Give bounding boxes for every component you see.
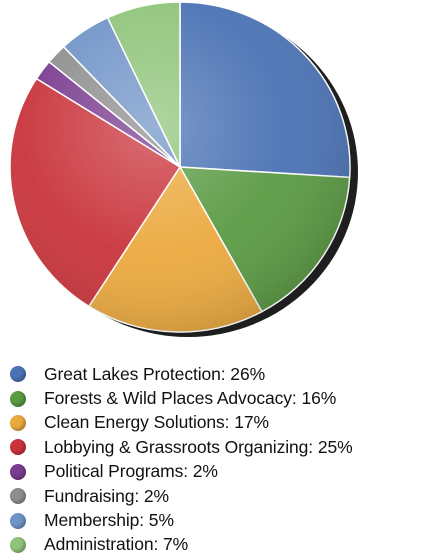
legend-item: Lobbying & Grassroots Organizing: 25% [10, 435, 435, 459]
legend-swatch [10, 366, 26, 383]
legend-swatch [10, 536, 26, 553]
legend: Great Lakes Protection: 26% Forests & Wil… [10, 362, 435, 557]
legend-item: Forests & Wild Places Advocacy: 16% [10, 386, 435, 410]
pie-shine [10, 2, 350, 332]
legend-swatch [10, 512, 26, 529]
legend-item: Fundraising: 2% [10, 484, 435, 508]
legend-item: Administration: 7% [10, 533, 435, 557]
legend-swatch [10, 414, 26, 431]
legend-swatch [10, 439, 26, 456]
legend-item: Membership: 5% [10, 508, 435, 532]
legend-swatch [10, 390, 26, 407]
legend-item: Political Programs: 2% [10, 460, 435, 484]
legend-item: Great Lakes Protection: 26% [10, 362, 435, 386]
legend-label: Forests & Wild Places Advocacy: 16% [44, 388, 337, 409]
legend-swatch [10, 463, 26, 480]
legend-label: Lobbying & Grassroots Organizing: 25% [44, 436, 353, 457]
legend-label: Great Lakes Protection: 26% [44, 363, 266, 384]
legend-label: Political Programs: 2% [44, 461, 218, 482]
legend-label: Clean Energy Solutions: 17% [44, 412, 269, 433]
legend-item: Clean Energy Solutions: 17% [10, 411, 435, 435]
legend-label: Administration: 7% [44, 534, 189, 555]
legend-label: Fundraising: 2% [44, 485, 169, 506]
legend-swatch [10, 488, 26, 505]
legend-label: Membership: 5% [44, 510, 174, 531]
pie-chart [9, 1, 358, 337]
